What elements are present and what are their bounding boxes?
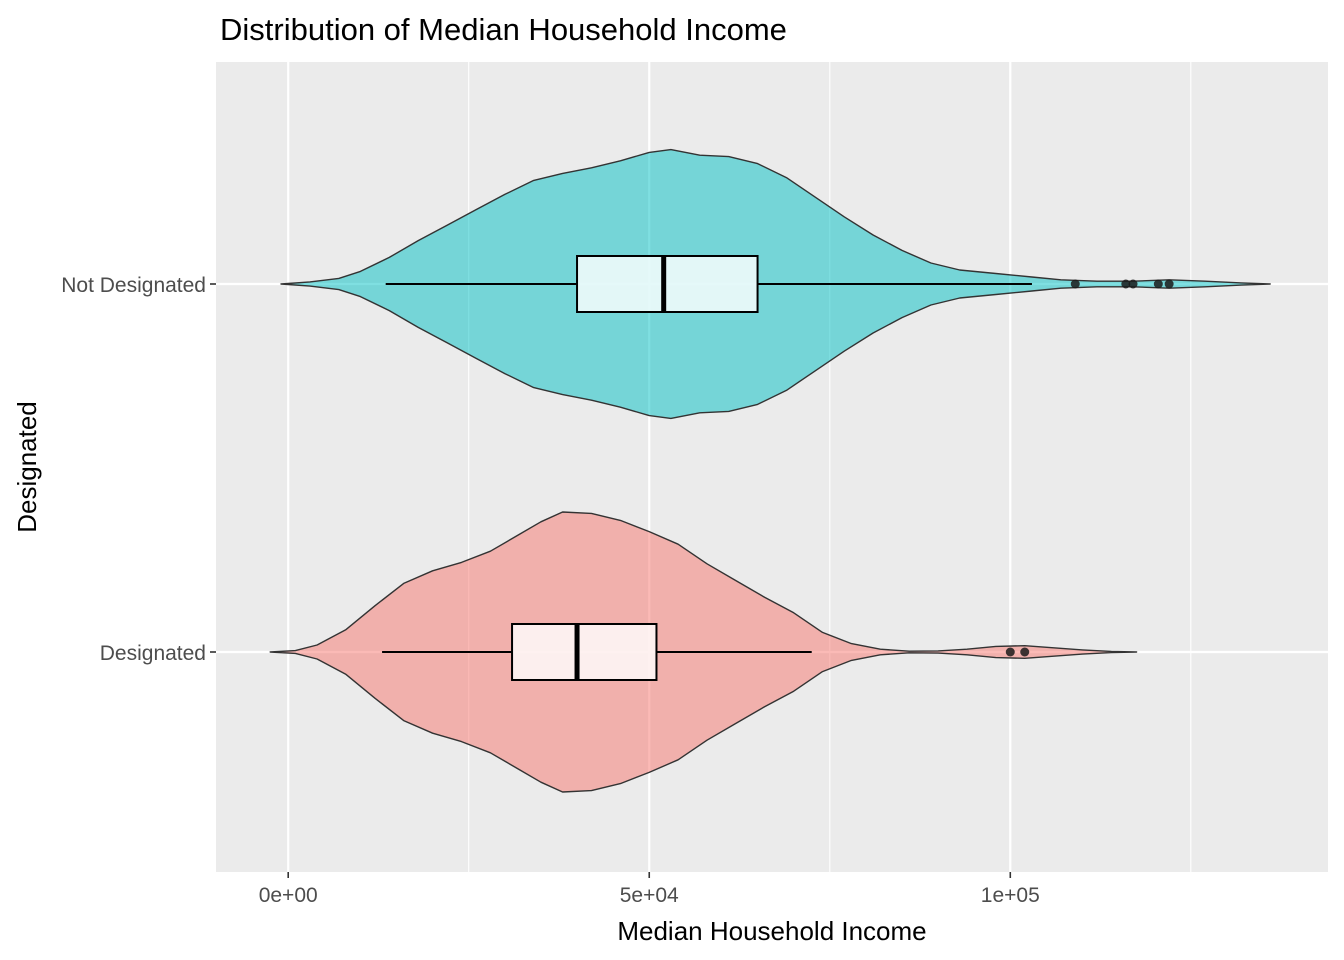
outlier-point (1128, 279, 1138, 289)
outlier-point (1121, 279, 1131, 289)
outlier-point (1164, 279, 1174, 289)
y-axis-title: Designated (12, 401, 42, 533)
y-tick-label: Not Designated (61, 274, 206, 297)
box-not-designated (576, 255, 759, 313)
x-axis-title: Median Household Income (617, 916, 926, 946)
x-tick-label: 0e+00 (259, 884, 318, 907)
axes: 0e+00 5e+04 1e+05 Designated Not Designated (61, 274, 1040, 907)
boxplots (382, 255, 1174, 681)
x-tick-label: 1e+05 (981, 884, 1040, 907)
outlier-point (1020, 647, 1030, 657)
box-designated (511, 623, 658, 681)
outlier-point (1070, 279, 1080, 289)
outlier-point (1005, 647, 1015, 657)
chart-title: Distribution of Median Household Income (220, 12, 787, 47)
outlier-point (1153, 279, 1163, 289)
y-tick-label: Designated (100, 642, 206, 665)
x-tick-label: 5e+04 (620, 884, 679, 907)
